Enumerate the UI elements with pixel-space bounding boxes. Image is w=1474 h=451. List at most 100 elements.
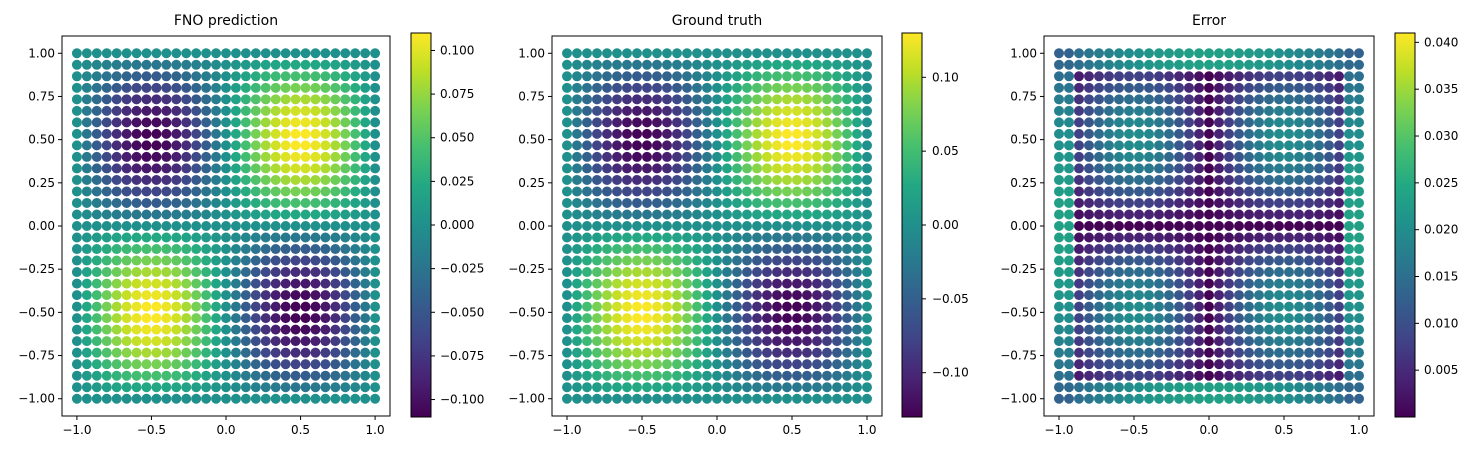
y-tick-label: −0.25 [508,262,545,276]
scatter-point [642,313,652,324]
scatter-point [602,382,612,393]
scatter-point [1134,393,1144,404]
scatter-point [240,267,251,278]
scatter-point [702,163,712,174]
scatter-point [1064,174,1074,185]
scatter-point [582,370,592,381]
scatter-point [330,278,341,289]
scatter-point [1074,324,1084,335]
scatter-point [260,255,271,266]
scatter-point [1094,244,1104,255]
scatter-point [1084,324,1094,335]
scatter-point [802,347,812,358]
scatter-point [171,71,182,82]
scatter-point [1304,255,1314,266]
scatter-point [792,290,802,301]
scatter-point [1304,151,1314,162]
scatter-point [792,71,802,82]
scatter-point [1104,82,1114,93]
scatter-point [652,244,662,255]
scatter-point [211,186,222,197]
scatter-point [290,174,301,185]
scatter-point [1104,255,1114,266]
scatter-point [642,232,652,243]
scatter-point [211,336,222,347]
scatter-point [642,186,652,197]
scatter-point [1354,290,1364,301]
scatter-point [300,48,311,59]
scatter-point [712,209,722,220]
scatter-point [1344,151,1354,162]
scatter-point [672,163,682,174]
scatter-point [131,197,142,208]
scatter-point [171,128,182,139]
scatter-point [151,359,162,370]
scatter-point [612,163,622,174]
scatter-point [1144,71,1154,82]
scatter-point [1274,151,1284,162]
scatter-point [1344,94,1354,105]
scatter-point [602,255,612,266]
scatter-point [612,382,622,393]
scatter-point [822,301,832,312]
scatter-point [240,59,251,70]
scatter-point [862,267,872,278]
scatter-point [260,393,271,404]
scatter-point [652,209,662,220]
scatter-point [842,71,852,82]
scatter-point [602,174,612,185]
scatter-point [832,324,842,335]
scatter-point [1104,105,1114,116]
scatter-point [1344,128,1354,139]
scatter-point [692,336,702,347]
scatter-point [1154,48,1164,59]
scatter-point [1244,244,1254,255]
scatter-point [141,347,152,358]
scatter-point [1054,313,1064,324]
scatter-point [300,221,311,231]
scatter-point [1074,71,1084,82]
scatter-point [121,290,132,301]
scatter-point [722,59,732,70]
scatter-point [350,336,361,347]
scatter-point [562,232,572,243]
scatter-point [582,128,592,139]
scatter-point [181,82,192,93]
scatter-point [602,59,612,70]
scatter-point [250,209,261,220]
scatter-point [300,301,311,312]
scatter-point [1234,347,1244,358]
scatter-point [772,197,782,208]
scatter-point [71,359,82,370]
scatter-point [832,267,842,278]
scatter-point [340,197,351,208]
scatter-point [592,267,602,278]
scatter-point [1154,255,1164,266]
scatter-point [772,232,782,243]
scatter-point [812,370,822,381]
scatter-point [612,278,622,289]
scatter-point [1054,255,1064,266]
scatter-point [1264,151,1274,162]
scatter-point [131,94,142,105]
scatter-point [141,140,152,151]
scatter-point [1234,278,1244,289]
scatter-point [592,255,602,266]
scatter-point [181,370,192,381]
scatter-point [702,393,712,404]
scatter-point [1134,221,1144,231]
scatter-point [1344,324,1354,335]
scatter-point [91,197,102,208]
scatter-point [240,290,251,301]
scatter-point [1184,163,1194,174]
scatter-point [1254,313,1264,324]
scatter-point [320,278,331,289]
scatter-points [562,48,872,404]
scatter-point [822,393,832,404]
scatter-point [782,336,792,347]
scatter-point [632,48,642,59]
scatter-point [1354,186,1364,197]
scatter-point [211,382,222,393]
scatter-point [592,117,602,128]
scatter-point [822,71,832,82]
